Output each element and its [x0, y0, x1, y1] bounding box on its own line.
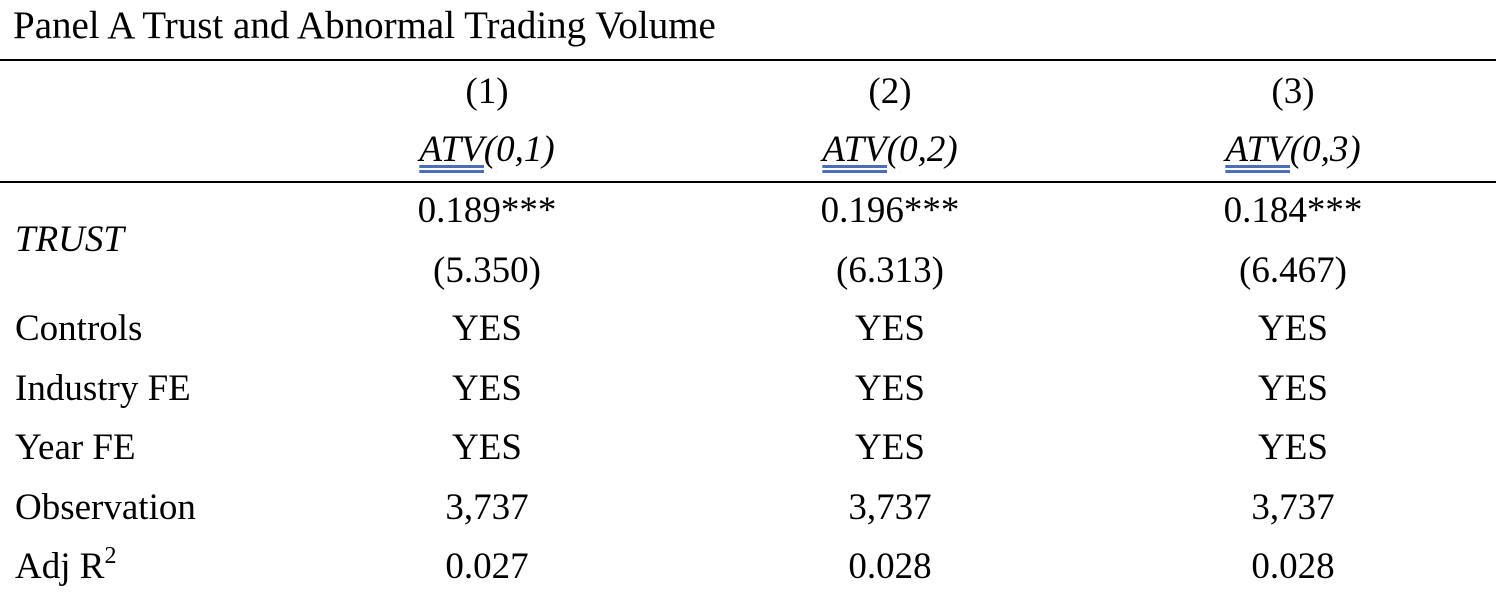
panel-title: Panel A Trust and Abnormal Trading Volum…	[13, 4, 716, 47]
table-cell: YES	[1258, 308, 1328, 349]
row-label-adj-r2: Adj R2	[15, 544, 116, 590]
dependent-variable-rest: 0,2)	[899, 129, 958, 170]
table-cell: 3,737	[1251, 487, 1335, 528]
table-cell: 3,737	[848, 487, 932, 528]
table-cell: YES	[1258, 368, 1328, 409]
table-cell: 0.027	[445, 546, 529, 587]
dependent-variable-underlined: ATV(	[1225, 129, 1303, 170]
coefficient: 0.189***	[417, 190, 557, 231]
row-label-trust: TRUST	[15, 219, 124, 260]
table-cell: YES	[452, 427, 522, 468]
dependent-variable-underlined: ATV(	[419, 129, 497, 170]
dependent-variable: ATV(0,2)	[822, 127, 957, 173]
table-cell: 3,737	[445, 487, 529, 528]
column-number: (1)	[465, 71, 509, 112]
adj-r2-label-text: Adj R	[15, 546, 105, 587]
dependent-variable-rest: 0,1)	[496, 129, 555, 170]
dependent-variable: ATV(0,1)	[419, 127, 554, 173]
t-statistic: (6.467)	[1239, 250, 1347, 291]
table-cell: YES	[1258, 427, 1328, 468]
coefficient: 0.184***	[1223, 190, 1363, 231]
dependent-variable-underlined: ATV(	[822, 129, 900, 170]
t-statistic: (6.313)	[836, 250, 944, 291]
table-cell: YES	[855, 427, 925, 468]
dependent-variable-rest: 0,3)	[1302, 129, 1361, 170]
adj-r2-superscript: 2	[104, 542, 117, 569]
table-cell: YES	[855, 308, 925, 349]
column-number: (2)	[868, 71, 912, 112]
table-cell: YES	[855, 368, 925, 409]
t-statistic: (5.350)	[433, 250, 541, 291]
column-number: (3)	[1271, 71, 1315, 112]
row-label-controls: Controls	[15, 308, 143, 349]
table-cell: 0.028	[1251, 546, 1335, 587]
header-rule	[0, 181, 1496, 183]
coefficient: 0.196***	[820, 190, 960, 231]
table-cell: 0.028	[848, 546, 932, 587]
row-label-year-fe: Year FE	[15, 427, 136, 468]
row-label-observation: Observation	[15, 487, 196, 528]
row-label-industry-fe: Industry FE	[15, 368, 191, 409]
dependent-variable: ATV(0,3)	[1225, 127, 1360, 173]
table-cell: YES	[452, 308, 522, 349]
top-rule	[0, 59, 1496, 61]
table-cell: YES	[452, 368, 522, 409]
